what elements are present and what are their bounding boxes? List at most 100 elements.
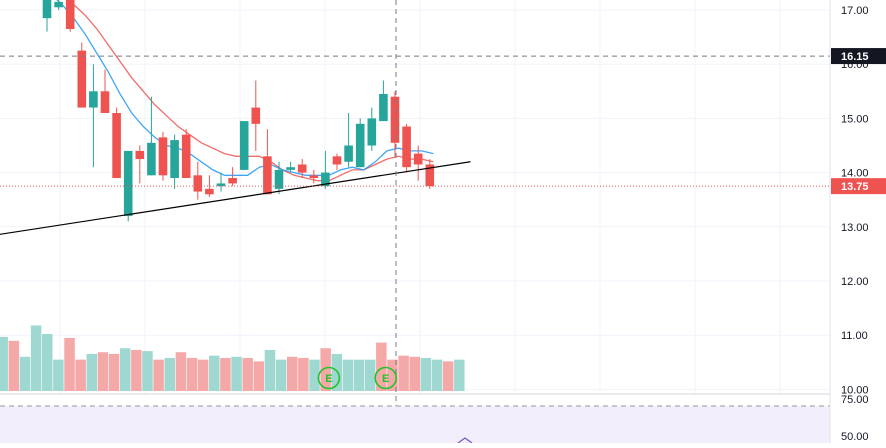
volume-bar: [153, 359, 164, 391]
candle-body: [193, 175, 203, 192]
volume-bar: [19, 356, 31, 391]
candle-body: [170, 140, 179, 179]
candle-body: [89, 91, 98, 108]
volume-bar: [454, 359, 465, 391]
price-tick-label: 17.00: [841, 5, 869, 17]
candle-body: [297, 164, 307, 173]
candle-body: [100, 91, 110, 113]
price-tick-label: 14.00: [841, 168, 869, 180]
candle-body: [205, 188, 214, 195]
volume-bar: [264, 349, 276, 391]
candle-body: [147, 142, 156, 176]
volume-bar: [75, 359, 86, 391]
candle-body: [390, 96, 400, 143]
earnings-marker[interactable]: [374, 366, 398, 390]
volume-bar: [320, 348, 331, 391]
candle-body: [286, 167, 295, 170]
volume-bar: [286, 356, 298, 391]
volume-bar: [64, 337, 75, 391]
candle-body: [65, 0, 75, 29]
volume-bar: [108, 353, 120, 391]
price-level-lines: [0, 55, 830, 187]
candle-body: [263, 156, 272, 195]
candle-body: [216, 183, 226, 187]
candle-body: [274, 169, 284, 189]
volume-bar: [353, 359, 365, 391]
ma-fast-line: [56, 0, 434, 176]
level-label: 16.15: [841, 51, 869, 63]
price-tick-label: 13.00: [841, 222, 869, 234]
earnings-marker-label: E: [382, 373, 389, 385]
candle-body: [402, 126, 411, 168]
oscillator-tick-label: 50.00: [841, 431, 869, 443]
volume-bar: [42, 334, 53, 391]
price-tick-label: 12.00: [841, 276, 869, 288]
candle-body: [77, 50, 87, 108]
volume-bar: [220, 357, 231, 391]
oscillator-tick-label: 75.00: [841, 394, 869, 406]
candle-body: [228, 178, 237, 184]
candle-body: [309, 175, 319, 179]
candle-body: [112, 112, 121, 179]
price-tick-label: 15.00: [841, 113, 869, 125]
volume-bar: [119, 348, 131, 391]
volume-bar: [131, 349, 142, 391]
price-axis-bg: [830, 0, 886, 443]
price-tick-label: 11.00: [841, 330, 868, 342]
level-label-bg: [831, 48, 886, 65]
volume-bar: [242, 357, 253, 391]
candle-body: [425, 164, 435, 187]
volume-bar: [53, 359, 64, 391]
candle-body: [379, 94, 388, 122]
volume-bar: [420, 357, 432, 391]
volume-bar: [175, 352, 187, 391]
volume-bar: [342, 359, 354, 391]
candles: [42, 0, 435, 222]
candle-body: [181, 134, 191, 179]
candle-body: [158, 137, 168, 176]
volume-bar: [431, 359, 443, 391]
candle-body: [42, 0, 52, 19]
last-price-label: 13.75: [841, 181, 869, 193]
candle-body: [344, 145, 353, 162]
candle-body: [123, 150, 133, 216]
candle-body: [332, 156, 342, 165]
volume-bar: [142, 351, 153, 391]
volume-bar: [186, 357, 198, 391]
price-axis[interactable]: 17.0016.0015.0014.0013.0012.0011.0010.00…: [829, 0, 886, 443]
volume-bar: [97, 352, 109, 391]
price-tick-label: 10.00: [841, 384, 869, 396]
earnings-marker-label: E: [325, 373, 332, 385]
candle-body: [413, 153, 423, 165]
candle-body: [321, 172, 330, 187]
volume-bar: [376, 342, 387, 391]
oscillator-line: [457, 437, 473, 444]
candle-body: [367, 118, 377, 146]
last-price-label-bg: [831, 178, 886, 195]
volume-bar: [364, 359, 376, 391]
oscillator-pane: [0, 393, 886, 444]
volume-bars: [0, 325, 465, 391]
volume-bar: [197, 359, 209, 391]
volume-bar: [298, 357, 309, 391]
volume-bar: [387, 359, 398, 391]
oscillator-band: [0, 406, 830, 443]
volume-bar: [442, 361, 454, 391]
volume-bar: [231, 356, 242, 391]
candle-body: [54, 1, 63, 8]
volume-bar: [30, 325, 42, 391]
trendline: [0, 161, 471, 235]
candle-body: [239, 121, 249, 170]
volume-bar: [253, 361, 265, 391]
volume-bar: [209, 355, 220, 391]
candle-body: [251, 107, 261, 124]
earnings-marker[interactable]: [317, 366, 341, 390]
candle-body: [135, 150, 145, 160]
volume-bar: [275, 359, 287, 391]
volume-bar: [331, 353, 343, 391]
volume-bar: [309, 359, 320, 391]
candle-body: [355, 123, 365, 168]
